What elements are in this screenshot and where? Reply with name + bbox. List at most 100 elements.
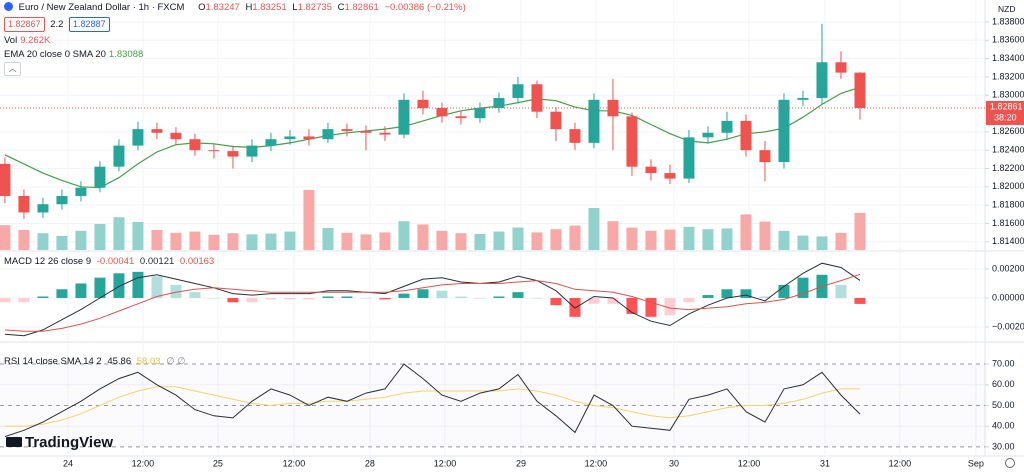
volume-bar (94, 224, 106, 250)
candle-body (740, 120, 752, 151)
candle-body (75, 187, 87, 196)
candle-body (645, 166, 657, 174)
last-price-badge (986, 100, 1024, 125)
candle-body (341, 129, 353, 131)
rsi-line (4, 363, 861, 438)
volume-bar (341, 232, 353, 250)
macd-value: 0.00121 (139, 256, 175, 267)
candle-body (797, 97, 809, 100)
x-tick-label: 12:00 (738, 458, 761, 468)
candle-body (626, 116, 638, 167)
x-tick-label: 12:00 (132, 458, 155, 468)
last-price-label: 1.82861 (990, 101, 1023, 111)
ask[interactable]: 1.82887 (69, 17, 110, 32)
candle-body (816, 62, 828, 98)
rsi-extra: ∅ ∅ (166, 356, 186, 367)
rsi-sma-value: 58.03 (136, 356, 161, 367)
macd-histogram-bar (246, 297, 258, 303)
macd-histogram-bar (854, 297, 866, 304)
rsi-sma-line (4, 386, 860, 427)
macd-histogram-bar (417, 289, 429, 298)
macd-histogram-bar (265, 297, 277, 300)
candle-body (664, 173, 676, 179)
volume-bar (721, 228, 733, 250)
macd-signal-value: 0.00163 (179, 256, 215, 267)
macd-histogram-bar (588, 297, 600, 304)
volume-bar (664, 229, 676, 250)
x-tick-label: 12:00 (283, 458, 306, 468)
y-tick-label: 1.83800 (992, 16, 1024, 26)
symbol-icon (4, 2, 13, 11)
macd-histogram-bar (341, 296, 353, 298)
volume-bar (284, 231, 296, 250)
logo-text: TradingView (25, 434, 114, 451)
candle-body (151, 129, 163, 133)
volume-bar (398, 221, 410, 250)
macd-histogram-bar (379, 297, 391, 300)
candle-body (778, 99, 790, 163)
macd-histogram-bar (493, 296, 505, 298)
ema-name: EMA 20 close 0 SMA 20 (4, 49, 106, 60)
candle-body (246, 145, 258, 157)
volume-bar (835, 232, 847, 250)
macd-histogram-bar (0, 297, 11, 303)
y-tick-label: 40.00 (992, 421, 1015, 431)
macd-histogram-bar (664, 297, 676, 316)
countdown: 38:20 (994, 112, 1017, 122)
volume-bar (189, 231, 201, 250)
macd-histogram-bar (512, 292, 524, 298)
macd-histogram-bar (474, 297, 486, 299)
macd-histogram-bar (455, 296, 467, 298)
macd-histogram-bar (18, 297, 30, 303)
macd-line (4, 262, 861, 337)
volume-value: 9.262K (20, 35, 51, 46)
header: Euro / New Zealand Dollar · 1h · FXCM O 1… (4, 2, 469, 13)
ohlc-label: O (198, 2, 206, 13)
volume-bar (0, 225, 11, 250)
y-tick-label: 60.00 (992, 379, 1015, 389)
volume-bar (37, 233, 49, 250)
volume-bar (75, 230, 87, 250)
symbol-title: Euro / New Zealand Dollar · 1h · FXCM (18, 2, 185, 13)
ohlc-value: 1.82735 (297, 2, 332, 13)
signal-line (4, 273, 861, 332)
rsi-value: 45.86 (107, 356, 132, 367)
volume-bar (151, 230, 163, 250)
candle-body (683, 137, 695, 179)
candle-body (835, 62, 847, 73)
macd-histogram-bar (436, 290, 448, 298)
candle-body (189, 139, 201, 151)
y-tick-label: 0.00000 (992, 292, 1024, 302)
candle-body (322, 129, 334, 140)
volume-bar (113, 217, 125, 250)
volume-bar (170, 232, 182, 250)
ohlc-label: C (337, 2, 345, 13)
macd-legend: MACD 12 26 close 9 -0.00041 0.00121 0.00… (4, 256, 217, 267)
volume-bar (759, 221, 771, 250)
macd-histogram-bar (360, 297, 372, 299)
y-tick-label: 1.81400 (992, 236, 1024, 246)
candle-body (284, 136, 296, 140)
y-tick-label: 1.82400 (992, 145, 1024, 155)
volume-bar (569, 225, 581, 250)
candle-body (512, 84, 524, 98)
candle-body (759, 150, 771, 163)
y-tick-label: −0.00200 (992, 321, 1024, 331)
ema-line (4, 86, 861, 189)
watermark: TradingView (6, 434, 113, 451)
macd-histogram-bar (303, 297, 315, 300)
candle-body (588, 99, 600, 143)
macd-histogram-bar (227, 297, 239, 303)
macd-title: MACD 12 26 close 9 (4, 256, 92, 267)
candle-body (170, 132, 182, 140)
macd-histogram-bar (626, 297, 638, 314)
y-tick-label: 1.83600 (992, 35, 1024, 45)
volume-bar (417, 224, 429, 250)
y-tick-label: 1.83000 (992, 90, 1024, 100)
ema-legend: EMA 20 close 0 SMA 20 1.83088 (4, 49, 146, 60)
volume-bar (645, 230, 657, 250)
settings-button[interactable] (1005, 458, 1015, 468)
collapse-button[interactable]: ︿ (4, 62, 21, 76)
bid[interactable]: 1.82867 (4, 17, 45, 32)
